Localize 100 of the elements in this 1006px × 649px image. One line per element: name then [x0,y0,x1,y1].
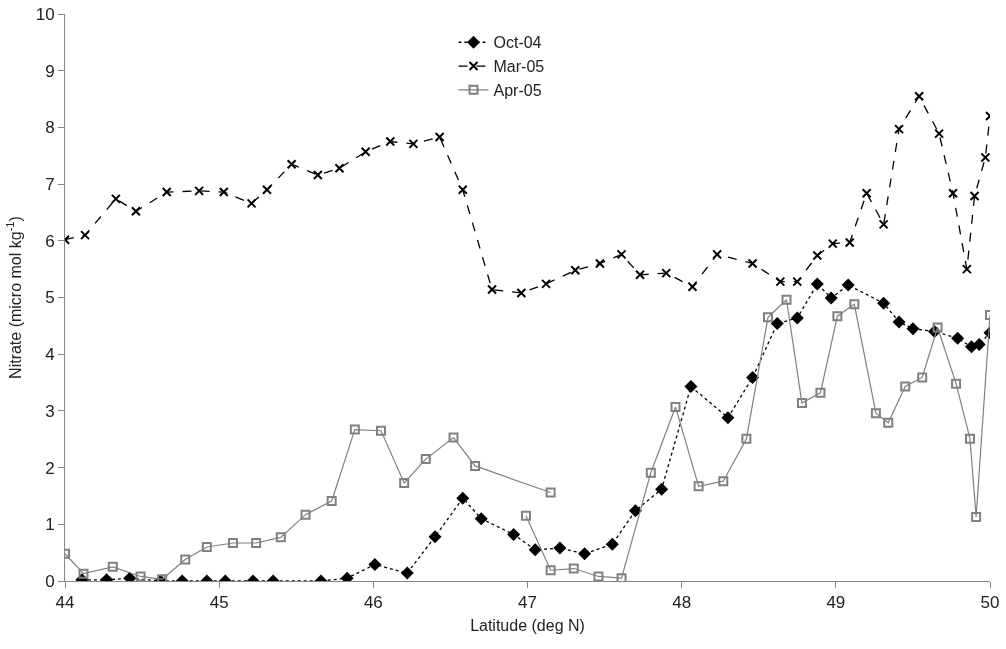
point [790,311,804,325]
point [520,510,531,521]
point [368,558,382,572]
x-tick-label: 44 [55,593,75,613]
point [980,152,990,163]
point [107,561,118,572]
point [635,269,646,280]
y-tick-label: 7 [45,175,55,195]
point [428,530,442,544]
point [906,322,920,336]
point [964,433,975,444]
point [568,563,579,574]
point [246,198,257,209]
point [655,482,669,496]
point [553,541,567,555]
point [545,487,556,498]
point [400,566,414,580]
point [408,138,419,149]
point [721,411,735,425]
point [593,571,604,581]
point [971,511,982,522]
point [892,315,906,329]
point [616,249,627,260]
point [570,265,581,276]
point [201,541,212,552]
legend-label: Apr-05 [493,82,542,100]
point [616,573,627,581]
point [420,454,431,465]
x-tick-label: 45 [209,593,229,613]
point [487,284,498,295]
point [545,565,556,576]
x-tick-label: 48 [672,593,692,613]
point [474,512,488,526]
point [110,193,121,204]
point [448,432,459,443]
point [961,264,972,275]
point [972,338,986,352]
y-tick-label: 5 [45,288,55,308]
point [251,538,262,549]
point [516,287,527,298]
point [815,387,826,398]
point [832,311,843,322]
y-tick-label: 9 [45,61,55,81]
point [194,185,205,196]
point [180,554,191,565]
point [628,504,642,518]
point [741,433,752,444]
y-tick-label: 2 [45,458,55,478]
point [399,477,410,488]
point [917,372,928,383]
point [645,467,656,478]
y-tick-label: 0 [45,571,55,591]
point [934,128,945,139]
point [130,206,141,217]
point [286,159,297,170]
point [661,268,672,279]
point [878,219,889,230]
point [457,184,468,195]
point [135,571,146,581]
point [228,538,239,549]
x-tick-label: 50 [980,593,1000,613]
point [844,237,855,248]
point [78,568,89,579]
point [385,136,396,147]
point [161,187,172,198]
legend-label: Mar-05 [493,58,545,76]
y-tick-label: 1 [45,515,55,535]
y-tick-label: 4 [45,345,55,365]
point [861,188,872,199]
point [334,163,345,174]
point [914,91,925,102]
point [594,258,605,269]
point [360,146,371,157]
y-tick-label: 10 [35,4,55,24]
point [349,424,360,435]
point [824,291,838,305]
y-tick-label: 3 [45,401,55,421]
point [900,381,911,392]
x-axis-title: Latitude (deg N) [470,617,585,635]
point [300,509,311,520]
x-tick-label: 46 [363,593,383,613]
point [948,188,958,199]
point [894,124,905,135]
point [951,378,962,389]
point [605,537,619,551]
point [80,230,91,241]
point [746,370,760,384]
point [670,401,681,412]
point [932,322,943,333]
point [470,460,481,471]
point [326,496,337,507]
legend-label: Oct-04 [493,34,542,52]
point [261,184,272,195]
point [693,481,704,492]
point [434,132,445,143]
point [507,528,521,542]
point [849,299,860,310]
point [770,317,784,331]
point [312,170,323,181]
point [687,281,698,292]
